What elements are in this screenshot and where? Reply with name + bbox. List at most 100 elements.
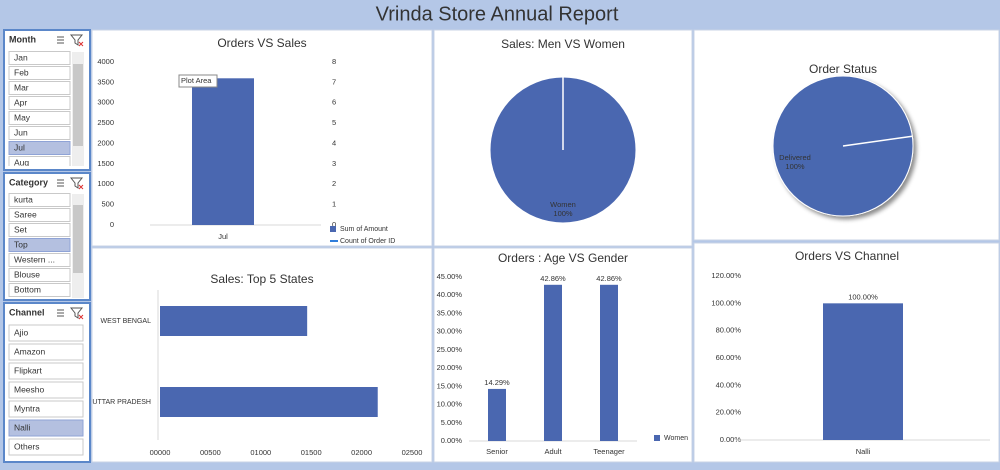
slicer-item-label[interactable]: Western ... xyxy=(14,254,55,264)
y-tick-label: 20.00% xyxy=(716,408,742,417)
slicer-item-label[interactable]: Bottom xyxy=(14,284,41,294)
dashboard-title: Vrinda Store Annual Report xyxy=(376,3,619,25)
slicer-item-label[interactable]: Myntra xyxy=(14,403,40,413)
y-tick-label: 0.00% xyxy=(441,436,463,445)
x-tick-label: Jul xyxy=(218,232,228,241)
scrollbar-thumb[interactable] xyxy=(73,64,83,146)
legend-label: Count of Order ID xyxy=(340,238,395,245)
tooltip: Plot Area xyxy=(181,76,212,85)
slicer-item-label[interactable]: Apr xyxy=(14,97,27,107)
y2-tick-label: 8 xyxy=(332,57,336,66)
x-tick-label: Adult xyxy=(544,447,562,456)
y-tick-label: 0 xyxy=(110,220,114,229)
y-tick-label: 10.00% xyxy=(437,400,463,409)
slicer-item-label[interactable]: Jul xyxy=(14,142,25,152)
slicer-item[interactable] xyxy=(8,51,71,65)
y-tick-label: 30.00% xyxy=(437,327,463,336)
x-tick-label: 02000 xyxy=(351,448,372,457)
y-tick-label: 20.00% xyxy=(437,363,463,372)
y-tick-label: 0.00% xyxy=(720,435,742,444)
slicer-item-label[interactable]: Flipkart xyxy=(14,365,43,375)
slicer-item[interactable] xyxy=(8,283,71,297)
slicer-item[interactable] xyxy=(8,126,71,140)
slicer-item-label[interactable]: Set xyxy=(14,224,27,234)
slicer-item[interactable] xyxy=(8,324,84,342)
y-tick-label: 45.00% xyxy=(437,272,463,281)
slicer-item[interactable] xyxy=(8,81,71,95)
slicer-item-label[interactable]: Ajio xyxy=(14,327,28,337)
y-tick-label: 80.00% xyxy=(716,326,742,335)
slicer-item[interactable] xyxy=(8,253,71,267)
y2-tick-label: 1 xyxy=(332,200,336,209)
slicer-item[interactable] xyxy=(8,238,71,252)
bar xyxy=(192,78,254,225)
value-label: 42.86% xyxy=(540,274,566,283)
x-tick-label: 01500 xyxy=(301,448,322,457)
slicer-item-label[interactable]: Jan xyxy=(14,52,28,62)
icon[interactable] xyxy=(78,314,84,320)
slicer-item[interactable] xyxy=(8,381,84,399)
slicer-item[interactable] xyxy=(8,141,71,155)
y2-tick-label: 4 xyxy=(332,138,336,147)
slicer-item-label[interactable]: Amazon xyxy=(14,346,45,356)
x-tick-label: 02500 xyxy=(402,448,423,457)
x-tick-label: Nalli xyxy=(856,447,871,456)
slicer-item[interactable] xyxy=(8,111,71,125)
slicer-item-label[interactable]: Aug xyxy=(14,157,29,167)
bar xyxy=(823,303,903,440)
slicer-item-label[interactable]: kurta xyxy=(14,194,33,204)
slicer-item[interactable] xyxy=(8,268,71,282)
slicer-item-label[interactable]: Feb xyxy=(14,67,29,77)
y-tick-label: 5.00% xyxy=(441,418,463,427)
x-tick-label: 01000 xyxy=(250,448,271,457)
icon[interactable] xyxy=(69,34,84,46)
slicer-item-label[interactable]: Nalli xyxy=(14,422,31,432)
slicer-item[interactable] xyxy=(8,193,71,207)
slicer-item-label[interactable]: Jun xyxy=(14,127,28,137)
slicer-item[interactable] xyxy=(8,343,84,361)
slicer-item-label[interactable]: Mar xyxy=(14,82,29,92)
slicer-item-label[interactable]: Others xyxy=(14,441,40,451)
icon[interactable] xyxy=(69,307,84,319)
slicer-item[interactable] xyxy=(8,419,84,437)
slicer-item[interactable] xyxy=(8,438,84,456)
icon[interactable] xyxy=(69,177,84,189)
x-tick-label: Teenager xyxy=(593,447,625,456)
y-tick-label: 40.00% xyxy=(716,380,742,389)
slice-edge xyxy=(842,135,913,147)
panel xyxy=(433,247,693,463)
bar xyxy=(600,284,618,441)
x-tick-label: 00000 xyxy=(150,448,171,457)
slicer-item-label[interactable]: Meesho xyxy=(14,384,45,394)
slicer-item-label[interactable]: Top xyxy=(14,239,28,249)
slicer-title: Channel xyxy=(9,307,45,317)
y-tick-label: UTTAR PRADESH xyxy=(92,399,151,406)
slicer-items: Ajio Amazon Flipkart Meesho Myntra Nalli Other… xyxy=(8,324,84,456)
slicer-item-label[interactable]: Blouse xyxy=(14,269,40,279)
legend-label: Women xyxy=(664,435,688,442)
slicer-item-label[interactable]: May xyxy=(14,112,31,122)
slicer-item[interactable] xyxy=(8,208,71,222)
chart-title: Orders VS Sales xyxy=(217,36,306,50)
y-tick-label: 15.00% xyxy=(437,381,463,390)
chart-title: Sales: Top 5 States xyxy=(210,272,313,286)
slicer-items: Jan Feb Mar Apr May Jun Jul Aug xyxy=(8,51,71,170)
y-tick-label: 1000 xyxy=(97,179,114,188)
slicer-item[interactable] xyxy=(8,362,84,380)
chart-title: Order Status xyxy=(809,62,877,76)
y-tick-label: 3500 xyxy=(97,77,114,86)
y-tick-label: 500 xyxy=(101,200,114,209)
slicer-item[interactable] xyxy=(8,223,71,237)
icon[interactable] xyxy=(78,184,84,190)
y2-tick-label: 3 xyxy=(332,159,336,168)
slicer-item[interactable] xyxy=(8,66,71,80)
slicer-item[interactable] xyxy=(8,400,84,418)
panel xyxy=(91,29,433,247)
slicer-item[interactable] xyxy=(8,96,71,110)
icon[interactable] xyxy=(78,41,84,47)
scrollbar-thumb[interactable] xyxy=(73,205,83,273)
chart-title: Orders : Age VS Gender xyxy=(498,251,628,265)
slicer-item-label[interactable]: Saree xyxy=(14,209,37,219)
slicer-item[interactable] xyxy=(8,156,71,170)
